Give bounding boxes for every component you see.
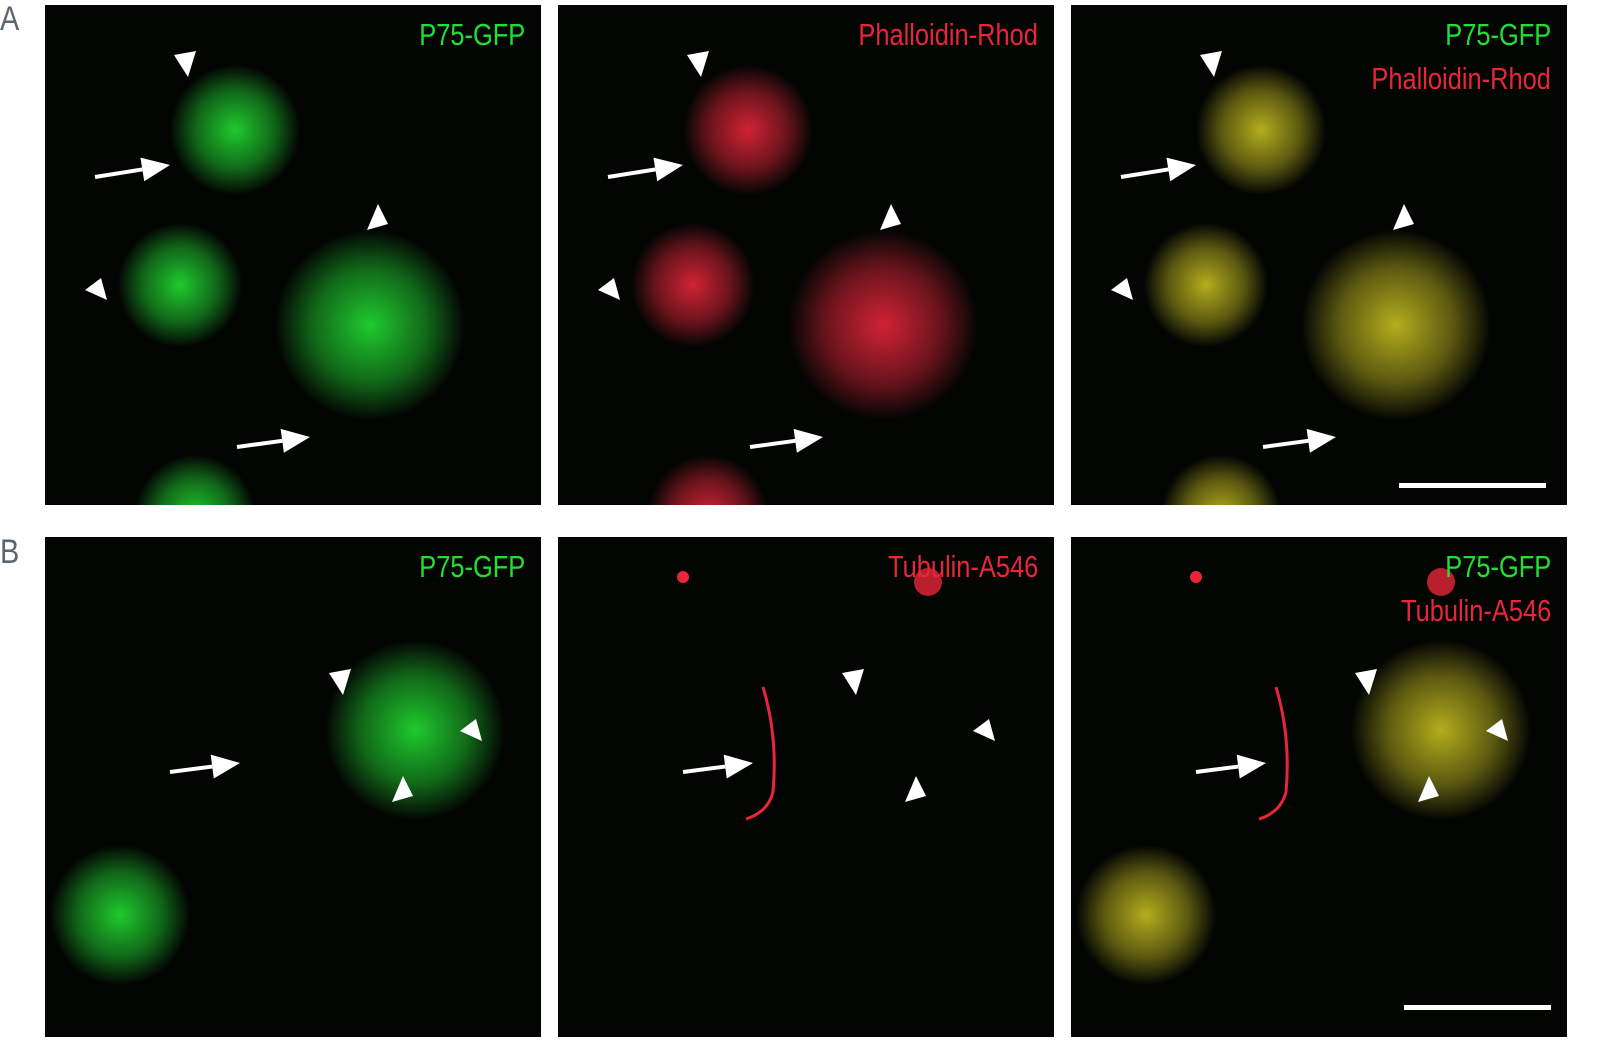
arrowhead-marker (1486, 719, 1508, 741)
channel-label-green: P75-GFP (1445, 17, 1551, 52)
micrograph (1076, 568, 1531, 985)
channel-label: Tubulin-A546 (887, 549, 1038, 584)
arrowhead-marker (687, 51, 709, 77)
channel-label-red: Tubulin-A546 (1400, 593, 1551, 628)
panel-a-phalloidin: Phalloidin-Rhod (558, 5, 1054, 505)
cell-cluster (648, 455, 768, 505)
panel-b-merge: P75-GFP Tubulin-A546 (1071, 537, 1567, 1037)
arrowhead-marker (905, 776, 926, 802)
tubulin-spot (914, 568, 942, 596)
channel-label: P75-GFP (419, 549, 525, 584)
cell-cluster (631, 223, 755, 347)
cell-cluster (135, 455, 255, 505)
arrowhead-marker (367, 204, 388, 230)
row-label-a: A (0, 0, 20, 38)
scale-bar (1404, 1005, 1551, 1010)
arrow-marker (607, 157, 683, 182)
panel-b-tubulin: Tubulin-A546 (558, 537, 1054, 1037)
tubulin-spot (1427, 568, 1455, 596)
micrograph (85, 51, 465, 505)
micrograph (50, 640, 505, 985)
channel-label: Phalloidin-Rhod (858, 17, 1038, 52)
arrowhead-marker (1355, 669, 1377, 695)
panel-a-merge: P75-GFP Phalloidin-Rhod (1071, 5, 1567, 505)
arrowhead-marker (598, 278, 620, 300)
arrowhead-marker (842, 669, 864, 695)
cell-cluster (325, 640, 505, 820)
cell-cluster (788, 230, 978, 420)
arrowhead-marker (1393, 204, 1414, 230)
cell-cluster (1076, 845, 1216, 985)
cell-cluster (50, 845, 190, 985)
cell-cluster (1196, 65, 1326, 195)
arrow-marker (236, 428, 310, 453)
panel-a-gfp: P75-GFP (45, 5, 541, 505)
panel-b-gfp: P75-GFP (45, 537, 541, 1037)
cell-cluster (683, 65, 813, 195)
arrowhead-marker (1111, 278, 1133, 300)
arrow-marker (94, 157, 170, 182)
arrowhead-marker (1200, 51, 1222, 77)
arrow-marker (1262, 428, 1336, 453)
channel-label: P75-GFP (419, 17, 525, 52)
arrowhead-marker (460, 719, 482, 741)
microtubule-filament (745, 686, 776, 821)
cell-cluster (1144, 223, 1268, 347)
cell-cluster (170, 65, 300, 195)
cell-cluster (1351, 640, 1531, 820)
arrowhead-marker (329, 669, 351, 695)
scale-bar (1399, 483, 1546, 488)
micrograph (598, 51, 978, 505)
micrograph (1111, 51, 1491, 505)
tubulin-spot (677, 571, 689, 583)
arrowhead-marker (85, 278, 107, 300)
micrograph (677, 568, 995, 821)
cell-cluster (275, 230, 465, 420)
arrow-marker (1195, 754, 1266, 779)
microtubule-filament (1258, 686, 1289, 821)
tubulin-spot (1190, 571, 1202, 583)
arrow-marker (749, 428, 823, 453)
cell-cluster (1161, 455, 1281, 505)
cell-cluster (1301, 230, 1491, 420)
arrow-marker (1120, 157, 1196, 182)
channel-label-red: Phalloidin-Rhod (1371, 61, 1551, 96)
arrowhead-marker (880, 204, 901, 230)
arrow-marker (169, 754, 240, 779)
channel-label-green: P75-GFP (1445, 549, 1551, 584)
cell-cluster (118, 223, 242, 347)
arrowhead-marker (392, 776, 413, 802)
arrowhead-marker (174, 51, 196, 77)
arrowhead-marker (973, 719, 995, 741)
arrow-marker (682, 754, 753, 779)
row-label-b: B (0, 533, 20, 571)
arrowhead-marker (1418, 776, 1439, 802)
